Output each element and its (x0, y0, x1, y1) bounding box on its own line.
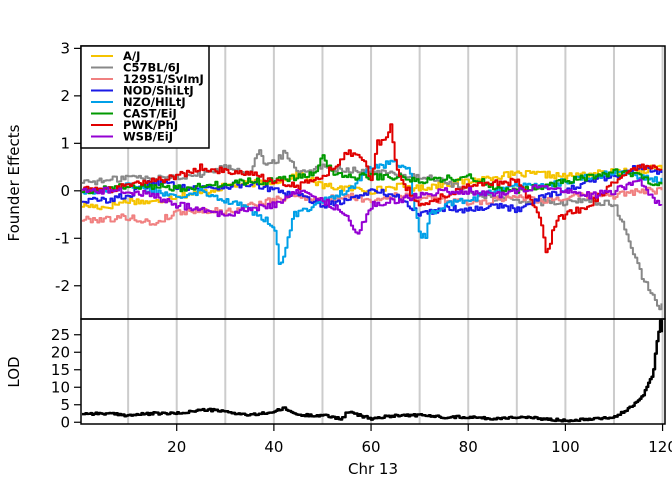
top-y-tick-label: 1 (60, 134, 70, 152)
bottom-y-tick-label: 15 (51, 361, 70, 379)
legend-label: NOD/ShiLtJ (123, 84, 194, 98)
top-y-tick-label: -2 (55, 277, 70, 295)
x-tick-label: 20 (167, 438, 186, 456)
x-tick-label: 100 (551, 438, 580, 456)
bottom-panel-frame (80, 318, 666, 425)
legend-label: CAST/EiJ (123, 107, 177, 121)
x-tick-label: 60 (362, 438, 381, 456)
legend-label: PWK/PhJ (123, 118, 178, 132)
top-y-tick-label: 3 (60, 39, 70, 57)
x-tick-label: 40 (264, 438, 283, 456)
legend-label: C57BL/6J (123, 61, 180, 75)
series-line (82, 178, 663, 235)
bottom-y-tick-label: 25 (51, 326, 70, 344)
top-y-axis-title: Founder Effects (5, 124, 23, 241)
top-y-tick-label: -1 (55, 229, 70, 247)
legend-label: NZO/HlLtJ (123, 95, 186, 109)
x-axis-title: Chr 13 (348, 460, 398, 478)
top-y-tick-label: 0 (60, 182, 70, 200)
bottom-y-axis-title: LOD (5, 356, 23, 387)
bottom-y-tick-label: 5 (60, 396, 70, 414)
legend-label: A/J (123, 49, 140, 63)
bottom-y-tick-label: 20 (51, 343, 70, 361)
series-line (82, 123, 663, 254)
legend-label: WSB/EiJ (123, 130, 173, 144)
series-line (82, 149, 663, 311)
bottom-y-tick-label: 0 (60, 413, 70, 431)
x-tick-label: 120 (648, 438, 672, 456)
lod-line (82, 319, 664, 423)
x-tick-label: 80 (459, 438, 478, 456)
legend-label: 129S1/SvImJ (123, 72, 204, 86)
legend-box (80, 45, 210, 149)
bottom-y-tick-label: 10 (51, 378, 70, 396)
top-y-tick-label: 2 (60, 87, 70, 105)
